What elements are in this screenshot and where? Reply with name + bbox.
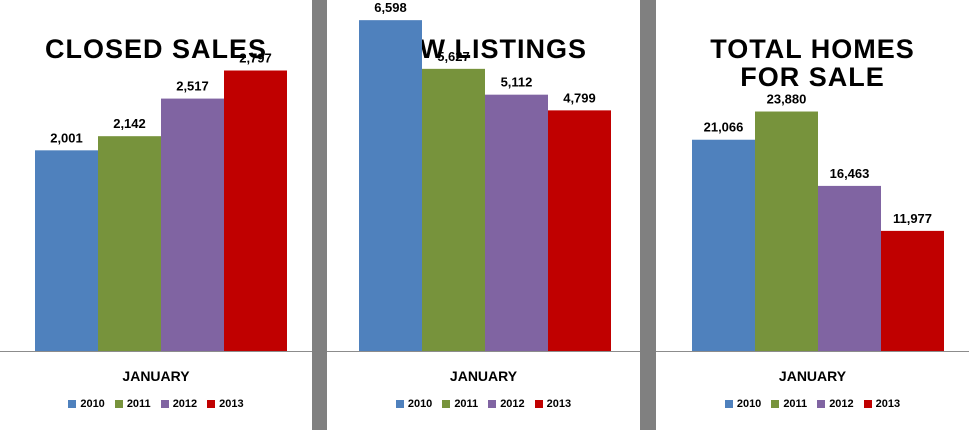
legend-label: 2012 — [172, 398, 198, 410]
legend-label: 2011 — [454, 398, 479, 410]
legend-item: 2013 — [534, 398, 572, 410]
legend-item: 2012 — [160, 398, 198, 410]
data-label-2013: 11,977 — [893, 211, 932, 226]
data-label-2011: 2,142 — [113, 116, 146, 131]
legend: 2010 2011 2012 2013 — [656, 398, 969, 410]
legend-item: 2012 — [817, 398, 854, 410]
legend-item: 2011 — [442, 398, 478, 410]
legend: 2010 2011 2012 2013 — [327, 398, 640, 410]
legend-item: 2012 — [488, 398, 525, 410]
legend: 2010 2011 2012 2013 — [0, 398, 312, 410]
data-label-2013: 4,799 — [563, 90, 596, 105]
legend-item: 2010 — [68, 398, 105, 410]
bar-plot: 6,598 5,627 5,112 4,799 — [327, 0, 640, 352]
legend-swatch — [488, 400, 497, 408]
legend-swatch — [771, 400, 780, 408]
bar-2010 — [35, 150, 98, 351]
legend-swatch — [863, 400, 872, 408]
bar-2011 — [422, 68, 485, 352]
data-label-2012: 2,517 — [176, 79, 209, 94]
legend-label: 2011 — [783, 398, 808, 410]
bar-2011 — [755, 111, 818, 351]
bar-2010 — [692, 139, 755, 351]
legend-item: 2011 — [114, 398, 151, 410]
data-label-2012: 16,463 — [830, 166, 870, 181]
bar-2013 — [548, 110, 611, 351]
bar-2013 — [224, 70, 287, 351]
bar-2012 — [818, 185, 881, 351]
bar-plot: 21,066 23,880 16,463 11,977 — [656, 92, 969, 352]
chart-title: TOTAL HOMES FOR SALE — [656, 35, 969, 91]
x-category-label: JANUARY — [122, 368, 190, 384]
legend-label: 2011 — [126, 398, 151, 410]
data-label-2011: 5,627 — [437, 49, 470, 64]
legend-swatch — [68, 400, 77, 408]
data-label-2013: 2,797 — [239, 51, 272, 66]
bar-2013 — [881, 230, 944, 351]
legend-swatch — [724, 400, 733, 408]
legend-item: 2013 — [863, 398, 901, 410]
chart-panel-total-homes-for-sale: TOTAL HOMES FOR SALE 21,066 23,880 16,463 1… — [656, 0, 969, 430]
bar-2011 — [98, 136, 161, 351]
data-label-2010: 6,598 — [374, 0, 407, 15]
chart-panel-new-listings: NEW LISTINGS 6,598 5,627 5,112 4,799 JANUAR… — [327, 0, 640, 430]
x-category-label: JANUARY — [449, 368, 518, 384]
legend-swatch — [442, 400, 451, 408]
chart-title-line: TOTAL HOMES — [710, 34, 915, 64]
legend-swatch — [817, 400, 826, 408]
legend-label: 2013 — [219, 398, 244, 410]
chart-panel-closed-sales: CLOSED SALES 2,001 2,142 2,517 2,797 JANUAR… — [0, 0, 312, 430]
legend-label: 2010 — [407, 398, 433, 410]
legend-label: 2013 — [546, 398, 572, 410]
data-label-2012: 5,112 — [501, 75, 533, 90]
legend-label: 2012 — [829, 398, 854, 410]
legend-item: 2011 — [771, 398, 807, 410]
legend-item: 2010 — [724, 398, 762, 410]
legend-swatch — [114, 400, 123, 408]
data-label-2010: 2,001 — [50, 130, 83, 145]
chart-title-line: FOR SALE — [740, 62, 885, 92]
legend-label: 2012 — [500, 398, 525, 410]
legend-item: 2010 — [395, 398, 433, 410]
legend-label: 2013 — [875, 398, 901, 410]
x-category-label: JANUARY — [778, 368, 847, 384]
bar-2010 — [359, 20, 422, 351]
legend-label: 2010 — [736, 398, 762, 410]
chart-title: CLOSED SALES — [44, 34, 268, 64]
bar-2012 — [161, 98, 224, 351]
legend-swatch — [160, 400, 169, 408]
legend-label: 2010 — [80, 398, 105, 410]
legend-swatch — [395, 400, 404, 408]
legend-swatch — [207, 400, 216, 408]
legend-swatch — [534, 400, 543, 408]
bar-2012 — [485, 94, 548, 352]
data-label-2011: 23,880 — [767, 92, 807, 107]
bar-plot: 2,001 2,142 2,517 2,797 — [0, 51, 312, 352]
legend-item: 2013 — [207, 398, 244, 410]
data-label-2010: 21,066 — [704, 120, 744, 135]
